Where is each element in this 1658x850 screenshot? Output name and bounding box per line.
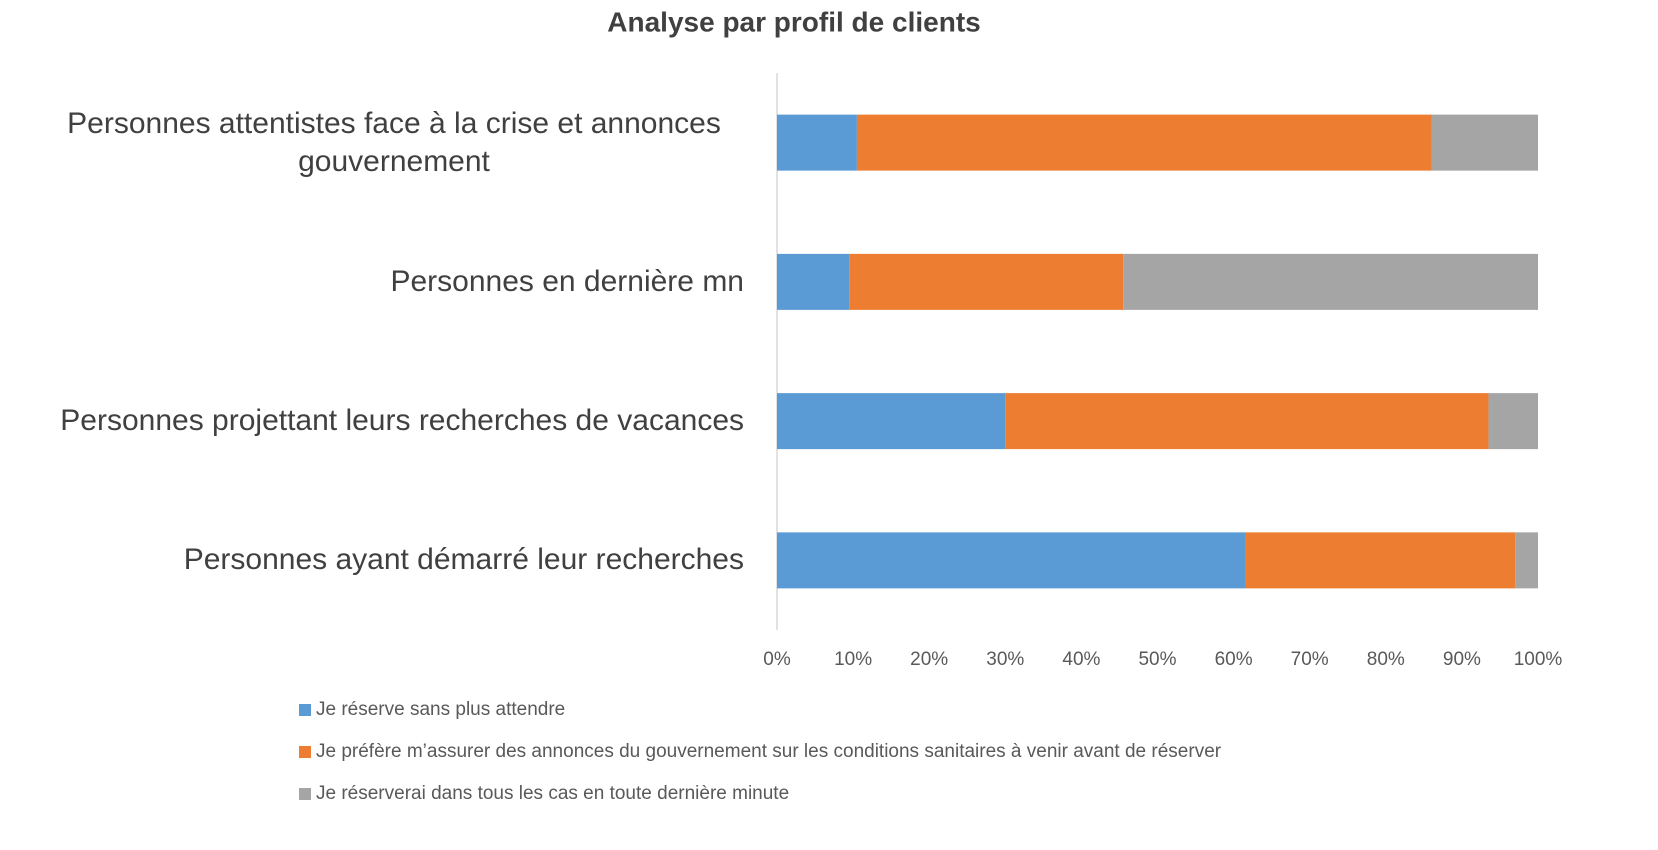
bar-segment (1123, 253, 1538, 310)
y-tick-label: Personnes en dernière mn (390, 264, 744, 298)
legend-swatch (299, 788, 311, 800)
bar-segment (1431, 114, 1538, 171)
bar-segment (777, 393, 1006, 450)
bar-segment (1005, 393, 1489, 450)
bar-segment (1515, 532, 1538, 589)
y-tick-label: Personnes attentistes face à la crise et… (67, 106, 721, 178)
x-tick-label: 10% (834, 649, 872, 670)
bar-segment (1488, 393, 1538, 450)
y-tick-label: Personnes ayant démarré leur recherches (183, 543, 744, 577)
x-tick-label: 90% (1443, 649, 1481, 670)
bar-segment (1245, 532, 1516, 589)
legend-swatch (299, 704, 311, 716)
bar-segment (777, 253, 850, 310)
x-tick-label: 20% (910, 649, 948, 670)
chart-title: Analyse par profil de clients (607, 6, 980, 37)
x-tick-label: 0% (763, 649, 791, 670)
x-tick-label: 50% (1138, 649, 1176, 670)
x-tick-label: 60% (1215, 649, 1253, 670)
x-tick-label: 80% (1367, 649, 1405, 670)
legend-label: Je préfère m’assurer des annonces du gou… (316, 741, 1222, 762)
legend-swatch (299, 746, 311, 758)
bar-segment (777, 114, 857, 171)
bar-segment (849, 253, 1124, 310)
x-tick-label: 100% (1514, 649, 1563, 670)
bar-segment (856, 114, 1432, 171)
x-tick-label: 70% (1291, 649, 1329, 670)
x-tick-label: 30% (986, 649, 1024, 670)
bar-segment (777, 532, 1246, 589)
x-tick-label: 40% (1062, 649, 1100, 670)
legend-label: Je réserverai dans tous les cas en toute… (316, 783, 789, 804)
y-tick-label: Personnes projettant leurs recherches de… (60, 404, 744, 438)
legend-label: Je réserve sans plus attendre (316, 699, 565, 720)
